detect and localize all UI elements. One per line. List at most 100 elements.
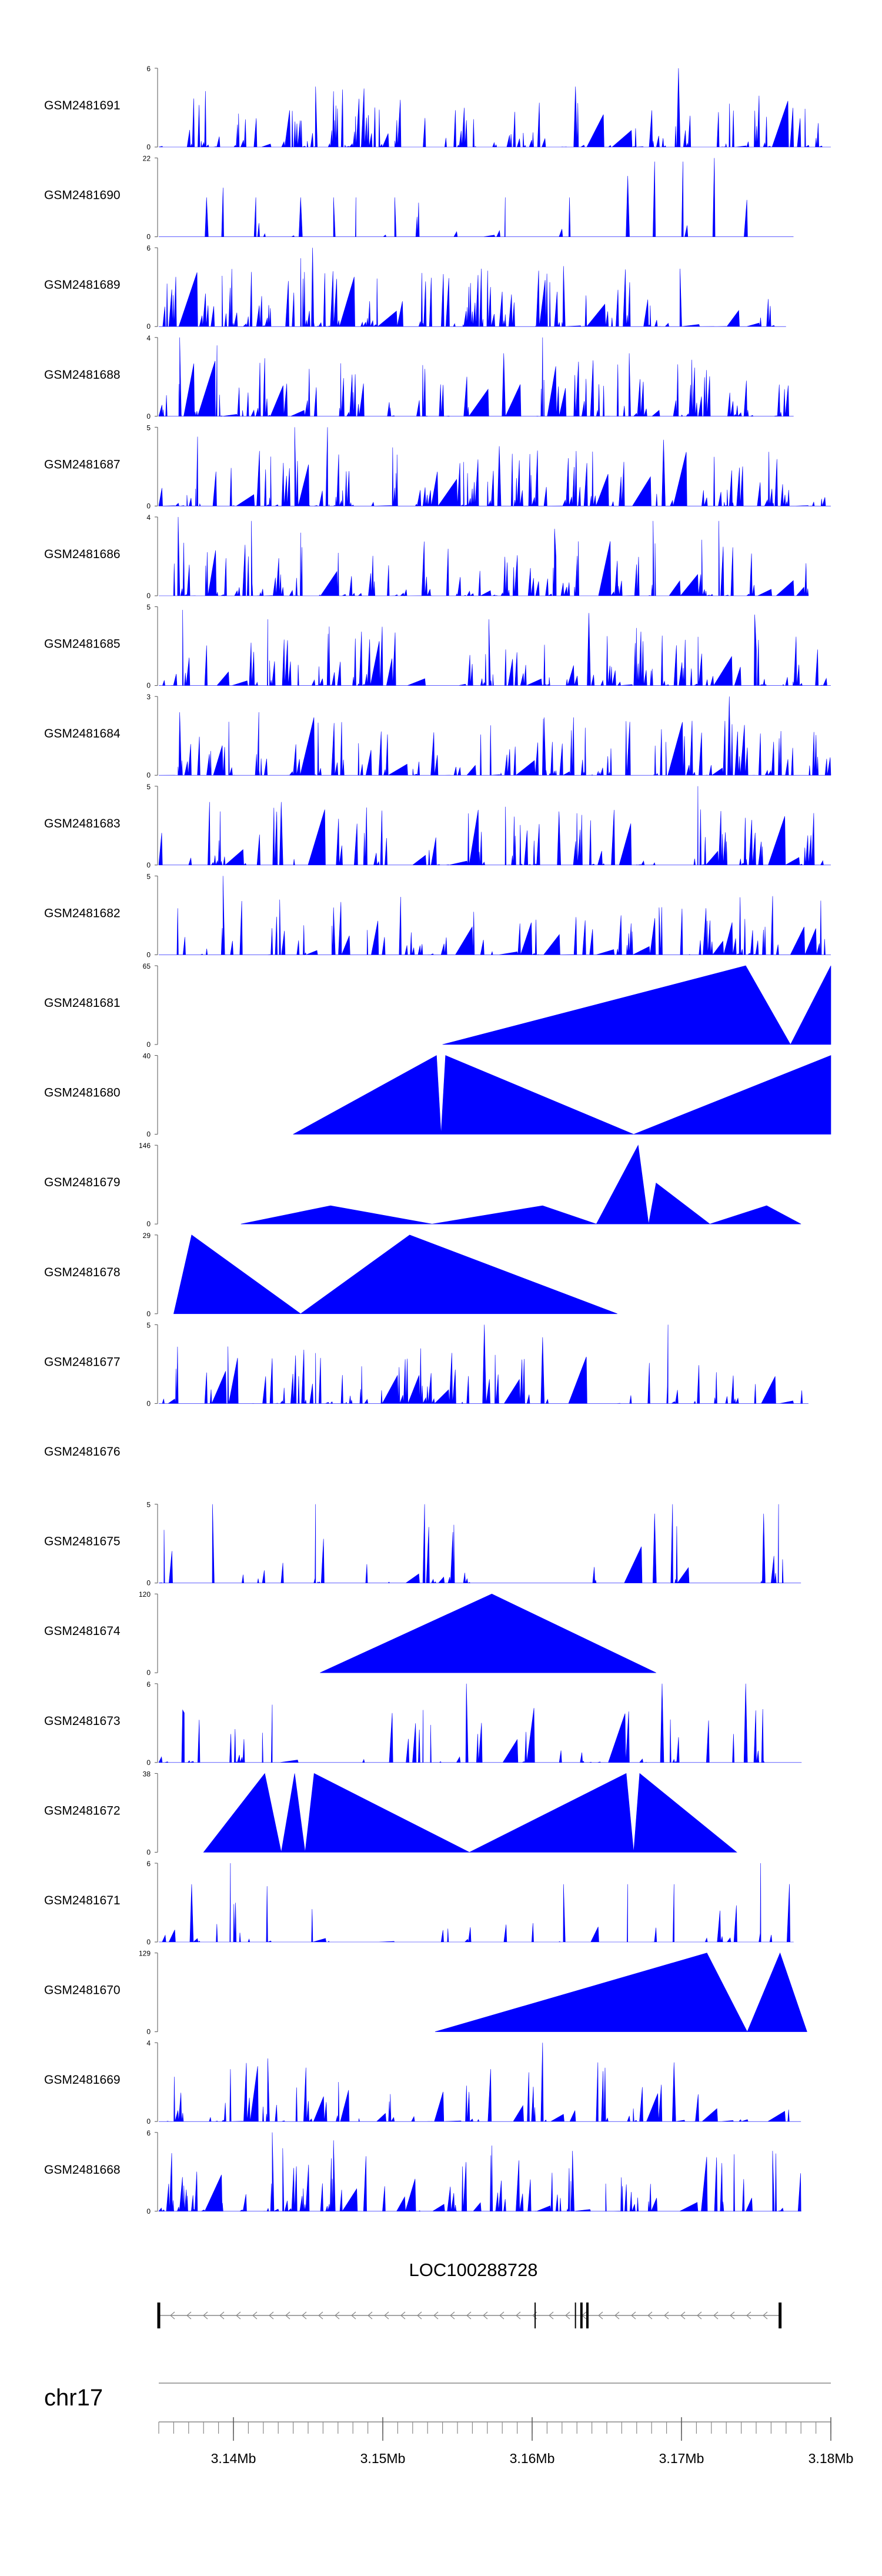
coverage-area-GSM2481671 — [158, 1863, 794, 1943]
track-label-GSM2481670: GSM2481670 — [44, 1984, 121, 1997]
gene-strand-arrow — [400, 2311, 406, 2320]
gene-strand-arrow — [499, 2311, 505, 2320]
gene-strand-arrow — [450, 2311, 455, 2320]
track-label-GSM2481678: GSM2481678 — [44, 1266, 121, 1279]
track-label-GSM2481690: GSM2481690 — [44, 189, 121, 202]
gene-strand-arrow — [351, 2311, 356, 2320]
y-max-label-GSM2481690: 22 — [143, 155, 151, 163]
genome-axis-tick-label: 3.14Mb — [211, 2451, 256, 2466]
y-zero-label-GSM2481691: 0 — [146, 143, 151, 151]
track-label-GSM2481685: GSM2481685 — [44, 638, 121, 651]
track-label-GSM2481688: GSM2481688 — [44, 368, 121, 382]
coverage-area-GSM2481690 — [159, 158, 794, 237]
y-max-label-GSM2481671: 6 — [146, 1860, 151, 1868]
coverage-area-GSM2481684 — [158, 696, 831, 776]
gene-strand-arrow — [203, 2311, 208, 2320]
gene-strand-arrow — [664, 2311, 669, 2320]
coverage-area-GSM2481689 — [159, 248, 786, 328]
coverage-area-GSM2481678 — [173, 1234, 617, 1314]
coverage-area-GSM2481670 — [435, 1952, 807, 2033]
coverage-area-GSM2481685 — [159, 609, 831, 686]
track-label-GSM2481671: GSM2481671 — [44, 1894, 121, 1907]
gene-strand-arrow — [631, 2311, 636, 2320]
y-zero-label-GSM2481670: 0 — [146, 2028, 151, 2036]
track-label-GSM2481684: GSM2481684 — [44, 727, 121, 740]
coverage-area-GSM2481673 — [158, 1683, 802, 1763]
y-zero-label-GSM2481687: 0 — [146, 502, 151, 510]
y-max-label-GSM2481691: 6 — [146, 65, 151, 73]
gene-strand-arrow — [565, 2311, 570, 2320]
y-zero-label-GSM2481674: 0 — [146, 1669, 151, 1677]
y-zero-label-GSM2481680: 0 — [146, 1130, 151, 1139]
y-max-label-GSM2481681: 65 — [143, 962, 151, 970]
gene-strand-arrow — [516, 2311, 521, 2320]
genome-axis-tick-label: 3.18Mb — [808, 2451, 854, 2466]
y-max-label-GSM2481669: 4 — [146, 2039, 151, 2047]
track-label-GSM2481677: GSM2481677 — [44, 1355, 121, 1369]
coverage-area-GSM2481691 — [158, 68, 831, 148]
gene-strand-arrow — [318, 2311, 323, 2320]
gene-strand-arrow — [335, 2311, 340, 2320]
y-zero-label-GSM2481677: 0 — [146, 1399, 151, 1407]
y-zero-label-GSM2481685: 0 — [146, 682, 151, 690]
track-label-GSM2481674: GSM2481674 — [44, 1624, 121, 1638]
gene-strand-arrow — [598, 2311, 603, 2320]
gene-strand-arrow — [285, 2311, 290, 2320]
y-max-label-GSM2481688: 4 — [146, 334, 151, 342]
coverage-area-GSM2481672 — [203, 1773, 737, 1853]
gene-strand-arrow — [730, 2311, 735, 2320]
y-max-label-GSM2481689: 6 — [146, 244, 151, 252]
y-zero-label-GSM2481689: 0 — [146, 322, 151, 331]
genome-axis-tick-label: 3.15Mb — [360, 2451, 406, 2466]
gene-strand-arrow — [647, 2311, 653, 2320]
y-max-label-GSM2481670: 129 — [139, 1950, 151, 1958]
coverage-area-GSM2481675 — [158, 1504, 801, 1584]
y-zero-label-GSM2481688: 0 — [146, 412, 151, 421]
genome-axis-tick-label: 3.17Mb — [659, 2451, 704, 2466]
y-max-label-GSM2481678: 29 — [143, 1232, 151, 1240]
track-label-GSM2481675: GSM2481675 — [44, 1535, 121, 1549]
coverage-area-GSM2481683 — [158, 786, 831, 866]
track-label-GSM2481676: GSM2481676 — [44, 1445, 121, 1459]
gene-strand-arrow — [219, 2311, 225, 2320]
gene-strand-arrow — [680, 2311, 686, 2320]
y-zero-label-GSM2481690: 0 — [146, 233, 151, 241]
gene-strand-arrow — [236, 2311, 241, 2320]
y-zero-label-GSM2481668: 0 — [146, 2207, 151, 2215]
track-label-GSM2481669: GSM2481669 — [44, 2073, 121, 2087]
gene-strand-arrow — [433, 2311, 439, 2320]
track-label-GSM2481689: GSM2481689 — [44, 278, 121, 292]
coverage-area-GSM2481686 — [159, 516, 809, 597]
track-label-GSM2481668: GSM2481668 — [44, 2163, 121, 2177]
gene-strand-arrow — [466, 2311, 472, 2320]
gene-strand-arrow — [368, 2311, 373, 2320]
track-label-GSM2481683: GSM2481683 — [44, 817, 121, 830]
track-label-GSM2481680: GSM2481680 — [44, 1086, 121, 1100]
y-max-label-GSM2481683: 5 — [146, 783, 151, 791]
gene-strand-arrow — [186, 2311, 192, 2320]
y-max-label-GSM2481682: 5 — [146, 872, 151, 880]
track-label-GSM2481679: GSM2481679 — [44, 1176, 121, 1189]
y-zero-label-GSM2481686: 0 — [146, 592, 151, 600]
coverage-area-GSM2481674 — [320, 1593, 656, 1673]
y-zero-label-GSM2481678: 0 — [146, 1310, 151, 1318]
y-max-label-GSM2481685: 5 — [146, 603, 151, 612]
y-max-label-GSM2481686: 4 — [146, 513, 151, 522]
y-max-label-GSM2481673: 6 — [146, 1680, 151, 1689]
gene-strand-arrow — [417, 2311, 422, 2320]
track-label-GSM2481682: GSM2481682 — [44, 906, 121, 920]
y-max-label-GSM2481677: 5 — [146, 1321, 151, 1329]
y-zero-label-GSM2481683: 0 — [146, 861, 151, 869]
gene-strand-arrow — [269, 2311, 274, 2320]
y-max-label-GSM2481672: 38 — [143, 1770, 151, 1778]
y-max-label-GSM2481687: 5 — [146, 423, 151, 432]
gene-strand-arrow — [483, 2311, 488, 2320]
coverage-area-GSM2481679 — [240, 1144, 801, 1224]
track-label-GSM2481686: GSM2481686 — [44, 548, 121, 561]
y-zero-label-GSM2481684: 0 — [146, 771, 151, 779]
coverage-area-GSM2481682 — [159, 876, 831, 956]
gene-strand-arrow — [170, 2311, 175, 2320]
gene-strand-arrow — [746, 2311, 751, 2320]
y-max-label-GSM2481680: 40 — [143, 1052, 151, 1060]
